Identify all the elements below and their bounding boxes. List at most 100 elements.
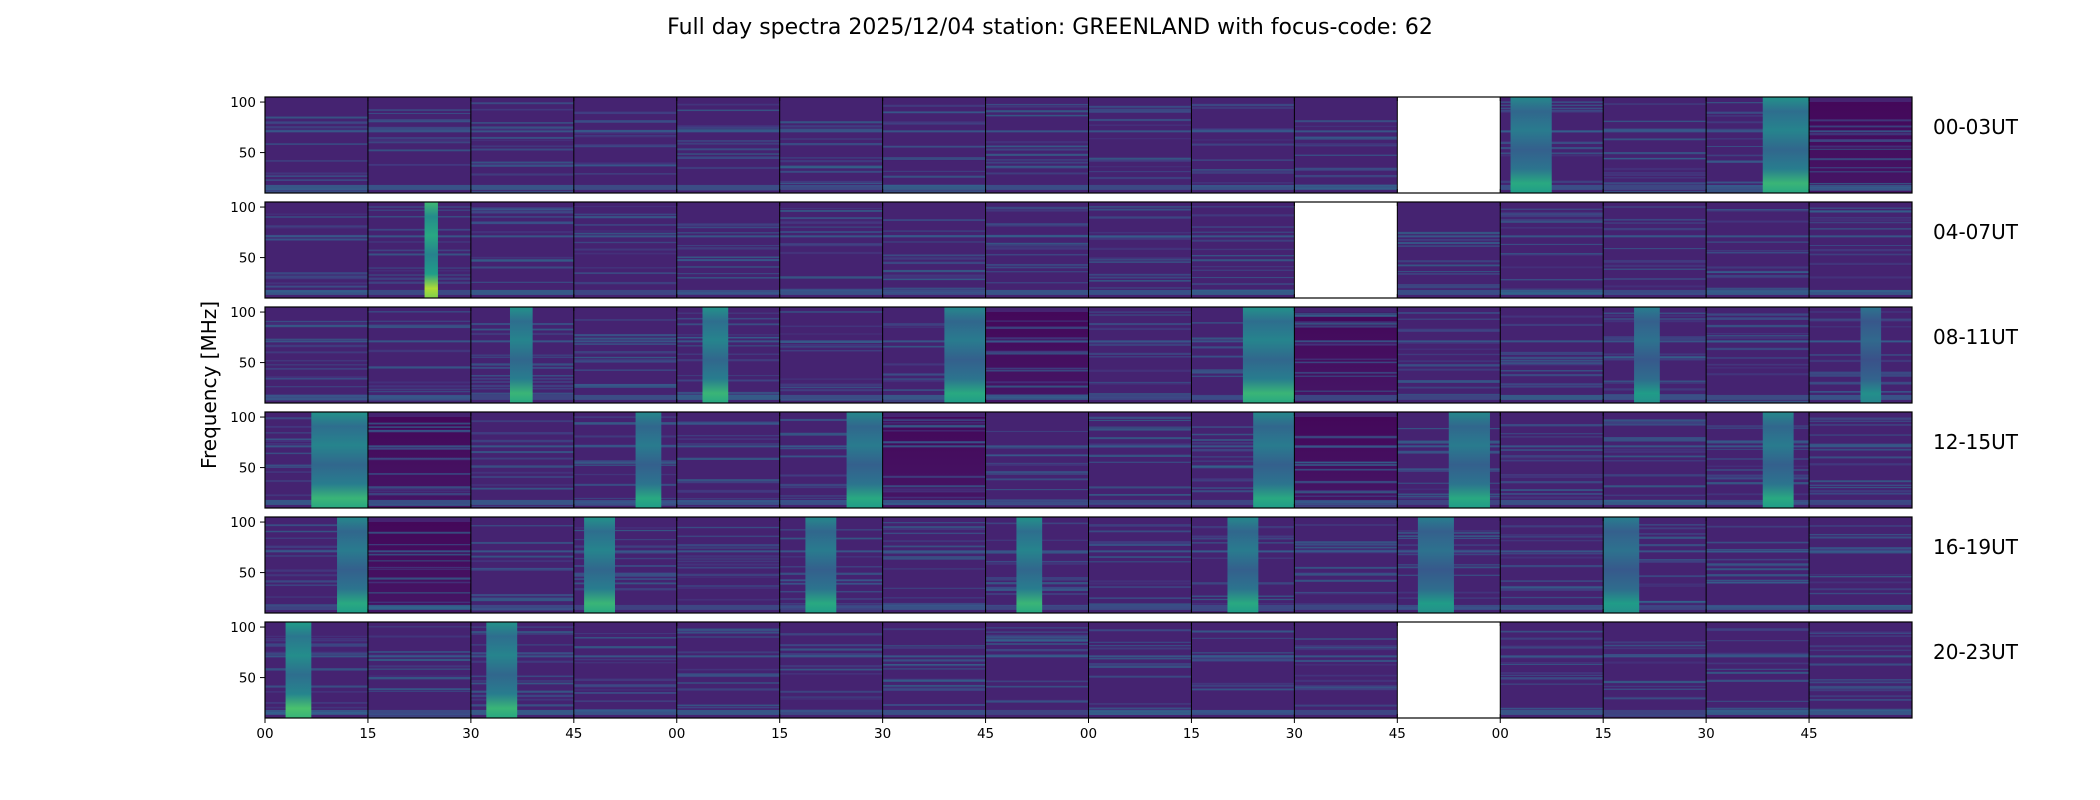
spectral-line xyxy=(779,207,883,210)
spectral-line xyxy=(1500,679,1604,681)
spectral-line xyxy=(367,139,471,142)
spectral-line xyxy=(1294,645,1398,648)
spectral-line xyxy=(367,141,471,144)
spectral-line xyxy=(1294,591,1398,594)
spectral-line xyxy=(1603,268,1707,270)
spectral-line xyxy=(265,651,368,654)
band-72mhz xyxy=(1191,235,1295,238)
band-72mhz xyxy=(367,655,471,658)
spectral-line xyxy=(1191,170,1295,173)
spectral-line xyxy=(573,578,677,581)
spectral-line xyxy=(1809,679,1912,681)
x-tick-label: 45 xyxy=(1389,726,1406,742)
spectral-line xyxy=(779,125,883,128)
spectral-line xyxy=(1706,241,1810,243)
spectral-line xyxy=(265,555,368,557)
spectral-line xyxy=(1809,575,1912,578)
spectral-line xyxy=(1397,242,1501,244)
spectral-line xyxy=(470,525,574,527)
band-72mhz xyxy=(1706,340,1810,343)
spectral-line xyxy=(1706,482,1810,485)
spectral-line xyxy=(367,326,471,329)
spectral-line xyxy=(367,163,471,166)
spectral-line xyxy=(985,206,1089,210)
spectral-line xyxy=(265,596,368,598)
spectral-line xyxy=(573,134,677,137)
spectral-line xyxy=(1500,266,1604,269)
spectral-line xyxy=(470,475,574,478)
low-frequency-band xyxy=(367,184,471,190)
x-axis-ticks: 00 15 30 45 00 15 30 45 00 15 30 45 00 15 30 45 xyxy=(256,718,1818,742)
band-72mhz xyxy=(265,130,368,133)
spectral-line xyxy=(470,441,574,443)
spectral-line xyxy=(367,137,471,140)
spectral-line xyxy=(882,628,986,631)
spectrum-segment xyxy=(1809,622,1912,718)
low-frequency-band xyxy=(1294,499,1398,505)
radio-burst xyxy=(311,412,368,508)
spectral-line xyxy=(1603,182,1707,185)
band-72mhz xyxy=(1088,550,1192,553)
spectral-line xyxy=(1500,436,1604,438)
spectral-line xyxy=(779,143,883,146)
spectral-line xyxy=(367,209,471,211)
spectral-line xyxy=(1294,489,1398,492)
spectral-line xyxy=(1603,103,1707,105)
spectral-line xyxy=(985,105,1089,108)
spectral-line xyxy=(779,399,883,401)
spectral-line xyxy=(882,557,986,560)
spectral-line xyxy=(1397,360,1501,362)
spectral-line xyxy=(367,553,471,556)
spectral-line xyxy=(1809,689,1912,692)
spectral-line xyxy=(1088,108,1192,111)
spectral-line xyxy=(573,111,677,115)
spectral-line xyxy=(1088,157,1192,160)
spectral-line xyxy=(1603,278,1707,280)
spectral-line xyxy=(676,259,780,262)
spectral-line xyxy=(1294,390,1398,392)
low-frequency-band xyxy=(882,394,986,400)
band-72mhz xyxy=(573,235,677,238)
spectral-line xyxy=(470,505,574,507)
spectral-line xyxy=(367,626,471,628)
spectral-line xyxy=(1088,356,1192,358)
spectral-line xyxy=(1088,273,1192,276)
spectral-line xyxy=(1500,220,1604,223)
spectral-line xyxy=(1603,544,1707,547)
low-frequency-band xyxy=(676,709,780,715)
spectral-line xyxy=(573,334,677,337)
spectral-line xyxy=(573,359,677,362)
spectral-line xyxy=(1294,579,1398,582)
spectral-line xyxy=(1397,386,1501,389)
spectral-line xyxy=(882,190,986,193)
spectral-line xyxy=(367,504,471,506)
x-tick-label: 45 xyxy=(565,726,582,742)
spectral-line xyxy=(1706,128,1810,132)
spectral-line xyxy=(1809,533,1912,536)
spectral-line xyxy=(1809,434,1912,436)
spectral-line xyxy=(1294,566,1398,569)
spectral-line xyxy=(1809,189,1912,191)
spectral-line xyxy=(985,430,1089,433)
spectral-line xyxy=(573,356,677,359)
low-frequency-band xyxy=(1706,184,1810,190)
spectral-line xyxy=(265,159,368,162)
spectral-line xyxy=(779,474,883,477)
spectrum-segment xyxy=(470,517,574,613)
x-tick-label: 00 xyxy=(668,726,685,742)
spectral-line xyxy=(1397,271,1501,273)
spectral-line xyxy=(882,485,986,488)
band-72mhz xyxy=(882,340,986,343)
spectral-line xyxy=(1294,463,1398,466)
low-frequency-band xyxy=(985,184,1089,190)
spectral-line xyxy=(985,245,1089,247)
low-frequency-band xyxy=(1706,604,1810,610)
spectral-line xyxy=(1191,266,1295,268)
spectral-line xyxy=(470,694,574,698)
spectral-line xyxy=(367,367,471,369)
spectral-line xyxy=(779,665,883,668)
spectral-line xyxy=(1706,271,1810,273)
spectral-line xyxy=(985,636,1089,639)
band-72mhz xyxy=(1809,655,1912,658)
spectral-line xyxy=(1191,684,1295,687)
